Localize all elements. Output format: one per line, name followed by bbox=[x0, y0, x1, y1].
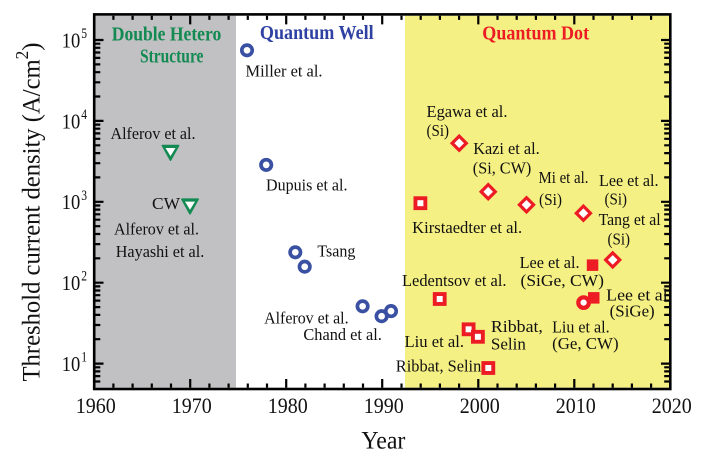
svg-text:Ribbat,: Ribbat, bbox=[491, 317, 543, 336]
svg-text:(Si): (Si) bbox=[605, 190, 628, 209]
svg-text:Year: Year bbox=[361, 428, 406, 453]
svg-text:Alferov et al.: Alferov et al. bbox=[111, 124, 196, 143]
svg-text:Egawa et al.: Egawa et al. bbox=[427, 102, 508, 121]
svg-text:10: 10 bbox=[62, 28, 81, 52]
svg-text:2020: 2020 bbox=[652, 393, 692, 418]
svg-text:1960: 1960 bbox=[76, 393, 116, 418]
svg-text:Kazi et al.: Kazi et al. bbox=[473, 139, 540, 158]
svg-text:2000: 2000 bbox=[460, 393, 500, 418]
svg-text:CW: CW bbox=[152, 194, 180, 213]
svg-text:1990: 1990 bbox=[364, 393, 404, 418]
svg-text:1970: 1970 bbox=[172, 393, 212, 418]
svg-text:2: 2 bbox=[81, 269, 87, 285]
svg-text:Lee et al.: Lee et al. bbox=[520, 253, 580, 272]
svg-text:(Ge, CW): (Ge, CW) bbox=[552, 334, 619, 353]
svg-text:Lee et al: Lee et al bbox=[606, 286, 668, 305]
svg-text:Tang et al: Tang et al bbox=[599, 210, 661, 229]
svg-text:5: 5 bbox=[81, 26, 87, 42]
svg-text:4: 4 bbox=[81, 107, 87, 123]
svg-text:Quantum Dot: Quantum Dot bbox=[482, 24, 589, 45]
svg-text:10: 10 bbox=[62, 271, 81, 295]
svg-text:Hayashi et al.: Hayashi et al. bbox=[116, 242, 205, 261]
svg-text:Miller et al.: Miller et al. bbox=[246, 61, 323, 80]
svg-text:(Si): (Si) bbox=[608, 230, 631, 249]
svg-text:Double Hetero: Double Hetero bbox=[112, 24, 222, 45]
svg-text:10: 10 bbox=[62, 352, 81, 376]
svg-text:Ribbat, Selin: Ribbat, Selin bbox=[396, 357, 482, 376]
svg-text:(Si, CW): (Si, CW) bbox=[473, 159, 532, 178]
svg-text:Tsang: Tsang bbox=[317, 242, 355, 261]
svg-text:Alferov et al.: Alferov et al. bbox=[114, 220, 199, 239]
svg-text:Selin: Selin bbox=[491, 335, 526, 354]
svg-text:Structure: Structure bbox=[140, 47, 204, 68]
svg-text:Kirstaedter et al.: Kirstaedter et al. bbox=[412, 218, 522, 237]
svg-text:10: 10 bbox=[62, 190, 81, 214]
svg-text:10: 10 bbox=[62, 109, 81, 133]
svg-text:Liu et al.: Liu et al. bbox=[405, 332, 465, 351]
svg-text:Dupuis et al.: Dupuis et al. bbox=[266, 176, 348, 195]
svg-text:1: 1 bbox=[81, 350, 87, 366]
svg-text:Threshold current density (A/c: Threshold current density (A/cm2) bbox=[12, 42, 46, 381]
svg-text:Alferov et al.: Alferov et al. bbox=[264, 309, 349, 328]
svg-text:2010: 2010 bbox=[556, 393, 596, 418]
svg-text:Mi et al.: Mi et al. bbox=[539, 168, 589, 187]
svg-text:(Si): (Si) bbox=[539, 190, 562, 209]
svg-text:3: 3 bbox=[81, 188, 87, 204]
svg-text:1980: 1980 bbox=[268, 393, 308, 418]
svg-text:Liu et al.: Liu et al. bbox=[552, 318, 610, 337]
svg-text:(SiGe): (SiGe) bbox=[610, 302, 655, 321]
svg-text:Chand et al.: Chand et al. bbox=[303, 325, 382, 344]
svg-text:Quantum Well: Quantum Well bbox=[260, 23, 374, 44]
svg-text:(Si): (Si) bbox=[427, 121, 450, 140]
svg-text:Lee et al.: Lee et al. bbox=[599, 171, 659, 190]
svg-text:Ledentsov et al.: Ledentsov et al. bbox=[402, 271, 507, 290]
svg-text:(SiGe, CW): (SiGe, CW) bbox=[521, 271, 605, 290]
